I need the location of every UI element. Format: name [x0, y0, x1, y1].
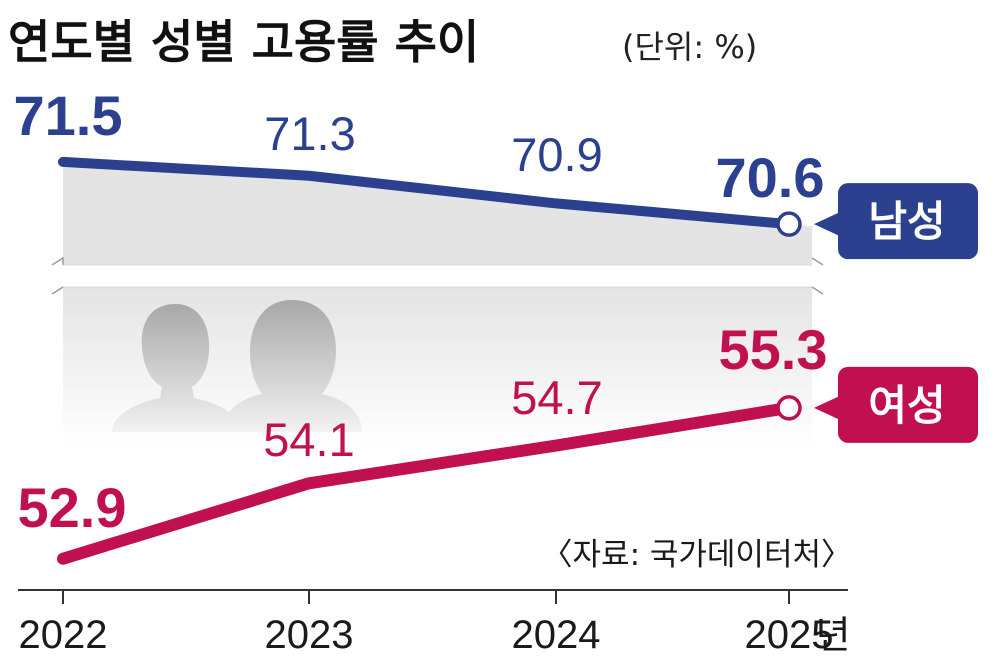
x-tick-label-2023: 2023: [265, 613, 354, 657]
man-silhouette: [112, 304, 242, 432]
series-line-female: [57, 401, 795, 565]
legend-pointer-female: [814, 394, 842, 421]
break-mark-right-top: [811, 257, 824, 266]
chart-title: 연도별 성별 고용률 추이: [8, 15, 479, 69]
end-marker-female: [776, 395, 802, 421]
data-label-male-2022: 71.5: [14, 84, 123, 147]
legend-tag-male: [838, 183, 978, 260]
data-label-female-2022: 52.9: [18, 476, 127, 539]
legend-pointer-male: [814, 211, 842, 238]
break-mark-left-bottom: [51, 286, 64, 295]
end-marker-male: [776, 211, 802, 237]
band-male: [63, 161, 812, 265]
data-label-female-2025: 55.3: [719, 318, 828, 381]
unit-label: (단위: %): [622, 28, 757, 66]
x-tick-label-2022: 2022: [19, 613, 108, 657]
data-label-female-2024: 54.7: [511, 371, 602, 424]
series-lines: [57, 156, 802, 565]
legend-label-female: 여성: [868, 381, 945, 430]
data-labels: 71.5 71.3 70.9 70.6 52.9 54.1 54.7 55.3: [14, 84, 828, 539]
x-tick-label-2025: 2025: [745, 613, 834, 657]
legend-tag-female: [838, 366, 978, 443]
data-label-female-2023: 54.1: [263, 413, 354, 466]
woman-silhouette: [222, 300, 362, 432]
x-tick-label-2024: 2024: [512, 613, 601, 657]
data-label-male-2024: 70.9: [511, 128, 602, 181]
data-label-male-2025: 70.6: [716, 146, 825, 209]
data-label-male-2023: 71.3: [264, 107, 355, 160]
x-axis-suffix: 년: [816, 615, 851, 657]
break-mark-left-top: [51, 256, 64, 266]
legend-label-male: 남성: [868, 197, 945, 246]
series-line-male: [58, 156, 794, 230]
source-note: 〈자료: 국가데이터처〉: [542, 537, 852, 573]
silhouettes: [112, 300, 362, 432]
break-mark-right-bottom: [811, 286, 824, 295]
